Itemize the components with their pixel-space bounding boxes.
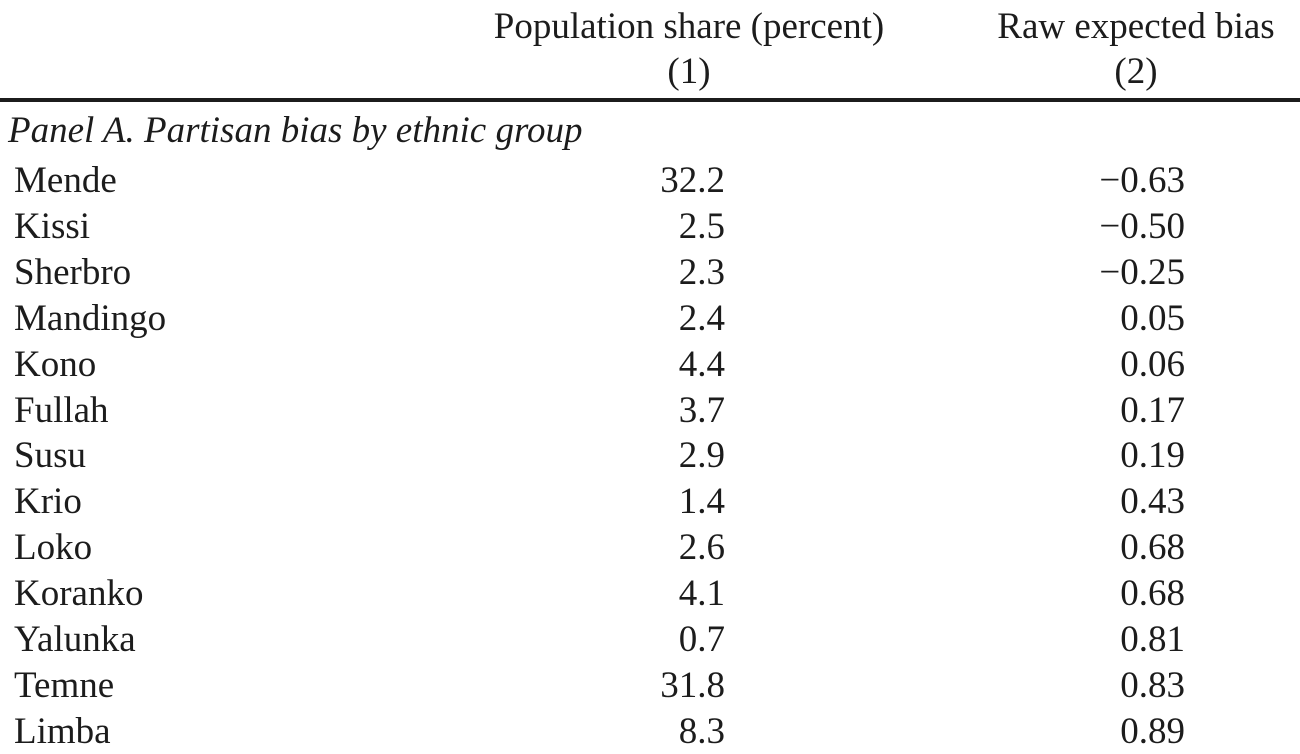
population-share-value: 3.7 — [678, 389, 725, 431]
ethnic-group-label: Susu — [14, 435, 86, 477]
table-row: Temne 31.8 0.83 — [0, 662, 1300, 708]
table-row: Loko 2.6 0.68 — [0, 525, 1300, 571]
raw-expected-bias-value: 0.43 — [1120, 481, 1185, 523]
population-share-value: 32.2 — [660, 160, 725, 202]
column-number: (2) — [1114, 51, 1158, 92]
ethnic-group-label: Limba — [14, 710, 111, 752]
table-row: Susu 2.9 0.19 — [0, 433, 1300, 479]
ethnic-group-label: Loko — [14, 527, 93, 569]
ethnic-group-label: Yalunka — [14, 618, 136, 660]
ethnic-group-label: Temne — [14, 664, 115, 706]
panel-heading: Panel A. Partisan bias by ethnic group — [8, 109, 583, 151]
raw-expected-bias-value: −0.25 — [1099, 252, 1185, 294]
table-header: Population share (percent) (1) Raw expec… — [0, 0, 1300, 98]
table-row: Limba 8.3 0.89 — [0, 708, 1300, 754]
ethnic-group-label: Krio — [14, 481, 82, 523]
column-header-raw-expected-bias: Raw expected bias (2) — [980, 4, 1292, 94]
table-row: Fullah 3.7 0.17 — [0, 387, 1300, 433]
population-share-value: 31.8 — [660, 664, 725, 706]
population-share-value: 2.5 — [678, 206, 725, 248]
column-header-population-share: Population share (percent) (1) — [478, 4, 900, 94]
raw-expected-bias-value: 0.17 — [1120, 389, 1185, 431]
table-row: Kono 4.4 0.06 — [0, 341, 1300, 387]
raw-expected-bias-value: 0.68 — [1120, 573, 1185, 615]
raw-expected-bias-value: 0.81 — [1120, 618, 1185, 660]
population-share-value: 8.3 — [678, 710, 725, 752]
population-share-value: 2.6 — [678, 527, 725, 569]
population-share-value: 2.9 — [678, 435, 725, 477]
table-row: Yalunka 0.7 0.81 — [0, 616, 1300, 662]
raw-expected-bias-value: −0.50 — [1099, 206, 1185, 248]
table-row: Mende 32.2 −0.63 — [0, 158, 1300, 204]
table-row: Mandingo 2.4 0.05 — [0, 296, 1300, 342]
raw-expected-bias-value: 0.83 — [1120, 664, 1185, 706]
raw-expected-bias-value: 0.05 — [1120, 297, 1185, 339]
raw-expected-bias-value: −0.63 — [1099, 160, 1185, 202]
table-row: Sherbro 2.3 −0.25 — [0, 250, 1300, 296]
population-share-value: 4.1 — [678, 573, 725, 615]
header-rule — [0, 98, 1300, 102]
ethnic-group-label: Kissi — [14, 206, 91, 248]
column-title: Raw expected bias — [997, 6, 1275, 47]
ethnic-group-label: Fullah — [14, 389, 109, 431]
population-share-value: 0.7 — [678, 618, 725, 660]
ethnic-group-label: Mende — [14, 160, 117, 202]
table-row: Krio 1.4 0.43 — [0, 479, 1300, 525]
population-share-value: 4.4 — [678, 343, 725, 385]
ethnic-group-label: Koranko — [14, 573, 144, 615]
population-share-value: 2.3 — [678, 252, 725, 294]
ethnic-group-label: Mandingo — [14, 297, 167, 339]
table-body: Mende 32.2 −0.63 Kissi 2.5 −0.50 Sherbro… — [0, 158, 1300, 754]
population-share-value: 1.4 — [678, 481, 725, 523]
column-title: Population share (percent) — [493, 6, 885, 47]
table-row: Kissi 2.5 −0.50 — [0, 204, 1300, 250]
raw-expected-bias-value: 0.89 — [1120, 710, 1185, 752]
ethnic-group-label: Kono — [14, 343, 97, 385]
ethnic-group-label: Sherbro — [14, 252, 132, 294]
raw-expected-bias-value: 0.19 — [1120, 435, 1185, 477]
population-share-value: 2.4 — [678, 297, 725, 339]
column-number: (1) — [667, 51, 711, 92]
table-row: Koranko 4.1 0.68 — [0, 571, 1300, 617]
raw-expected-bias-value: 0.68 — [1120, 527, 1185, 569]
raw-expected-bias-value: 0.06 — [1120, 343, 1185, 385]
